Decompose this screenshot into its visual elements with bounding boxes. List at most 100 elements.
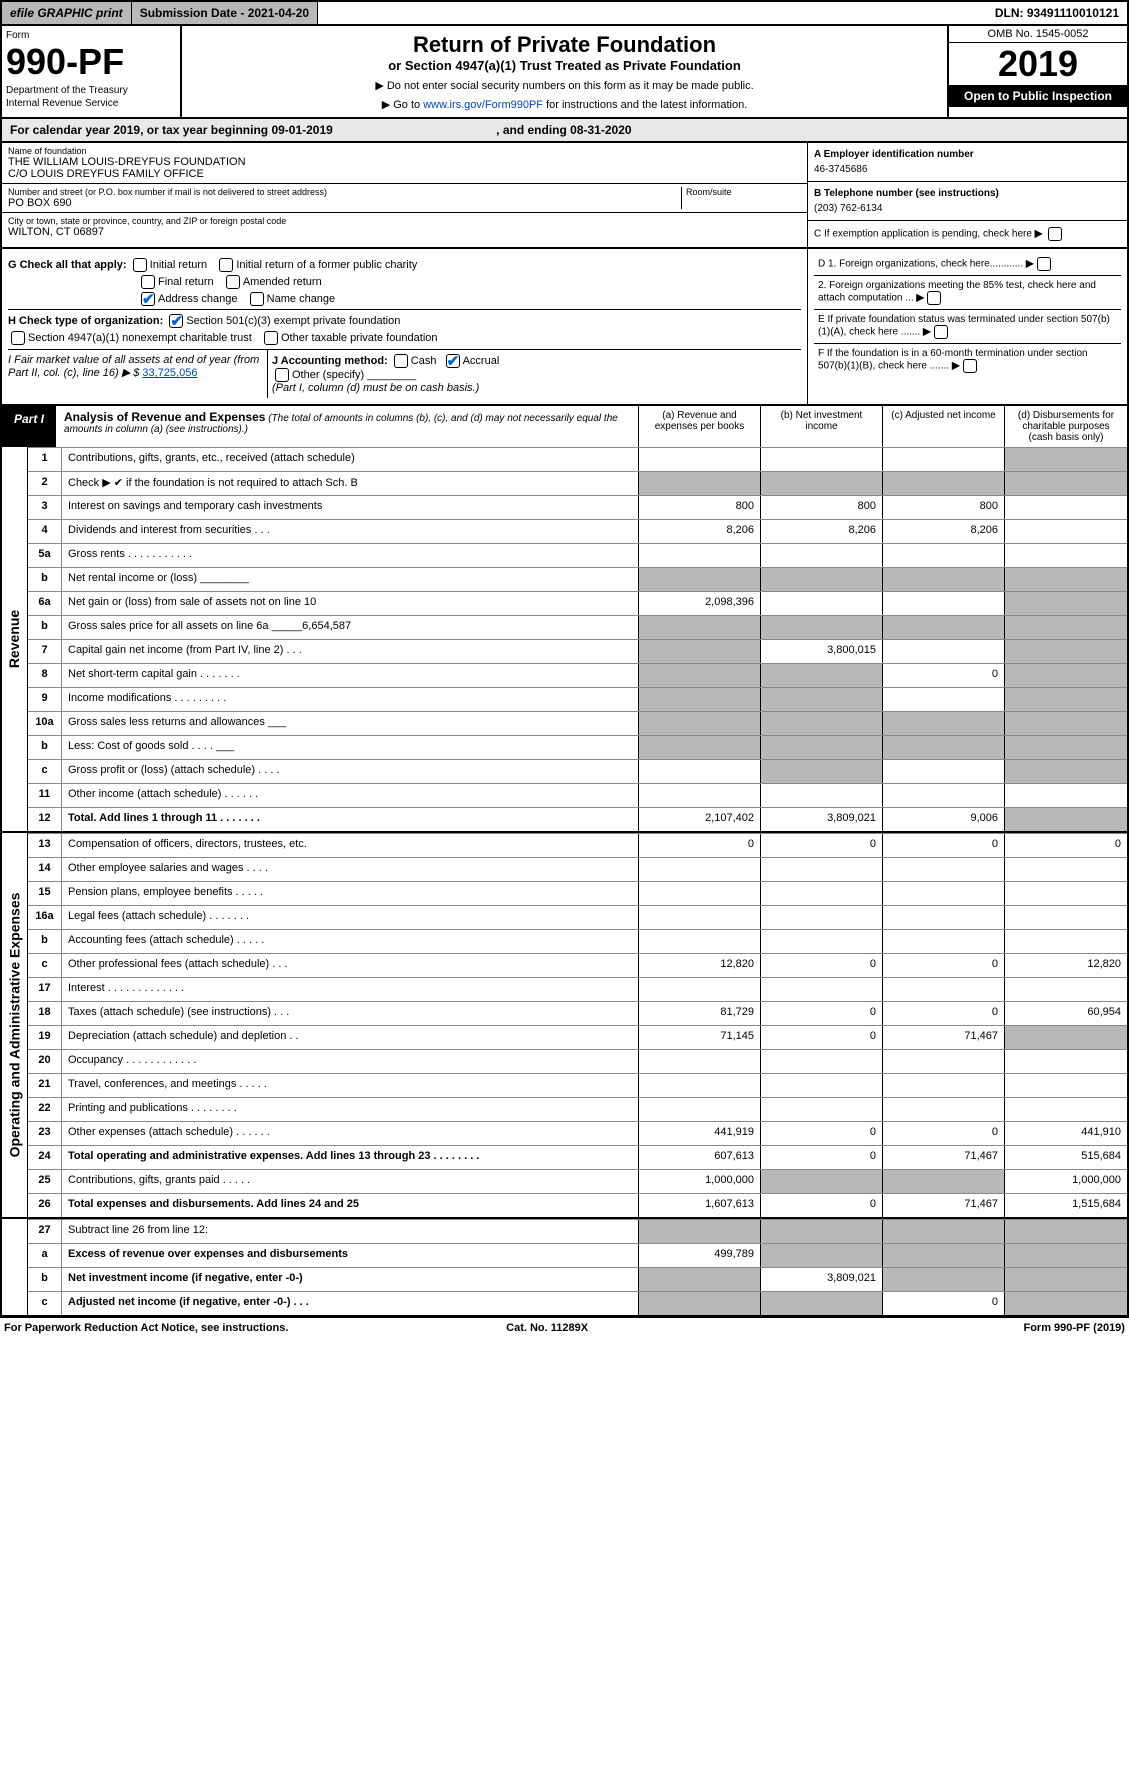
- d2-checkbox[interactable]: [927, 291, 941, 305]
- line-b-col-d: [1005, 568, 1127, 591]
- line-13-col-b: 0: [761, 834, 883, 857]
- line-15-col-a: [639, 882, 761, 905]
- line-b-col-d: [1005, 736, 1127, 759]
- line-b: b Accounting fees (attach schedule) . . …: [28, 929, 1127, 953]
- line-b-col-c: [883, 616, 1005, 639]
- initial-return-checkbox[interactable]: [133, 258, 147, 272]
- line-b-col-b: [761, 568, 883, 591]
- line-a: a Excess of revenue over expenses and di…: [28, 1243, 1127, 1267]
- line-22-col-b: [761, 1098, 883, 1121]
- open-to-public: Open to Public Inspection: [949, 85, 1127, 107]
- 501c3-checkbox[interactable]: [169, 314, 183, 328]
- street-address: PO BOX 690: [8, 197, 681, 209]
- line-3-col-d: [1005, 496, 1127, 519]
- fmv-value[interactable]: 33,725,056: [142, 367, 197, 379]
- line-19-col-b: 0: [761, 1026, 883, 1049]
- ein-label: A Employer identification number: [814, 149, 974, 160]
- part1-tag: Part I: [2, 406, 56, 447]
- other-taxable-checkbox[interactable]: [264, 331, 278, 345]
- line-9-col-c: [883, 688, 1005, 711]
- line-21-col-b: [761, 1074, 883, 1097]
- line-8-col-c: 0: [883, 664, 1005, 687]
- line-22: 22 Printing and publications . . . . . .…: [28, 1097, 1127, 1121]
- line-c-col-a: [639, 760, 761, 783]
- line-9-col-b: [761, 688, 883, 711]
- line-12-col-c: 9,006: [883, 808, 1005, 831]
- line-24-col-a: 607,613: [639, 1146, 761, 1169]
- line-10a: 10a Gross sales less returns and allowan…: [28, 711, 1127, 735]
- line-14-col-a: [639, 858, 761, 881]
- name-change-checkbox[interactable]: [250, 292, 264, 306]
- paperwork-notice: For Paperwork Reduction Act Notice, see …: [4, 1322, 288, 1334]
- line-26-col-b: 0: [761, 1194, 883, 1217]
- line-b: b Gross sales price for all assets on li…: [28, 615, 1127, 639]
- line-14-col-b: [761, 858, 883, 881]
- line-6a-col-d: [1005, 592, 1127, 615]
- line-15: 15 Pension plans, employee benefits . . …: [28, 881, 1127, 905]
- line-6a-col-b: [761, 592, 883, 615]
- line-c-col-d: [1005, 760, 1127, 783]
- line-b-col-c: [883, 568, 1005, 591]
- line-27-col-d: [1005, 1220, 1127, 1243]
- line-10a-col-b: [761, 712, 883, 735]
- line-1-col-c: [883, 448, 1005, 471]
- line-15-col-b: [761, 882, 883, 905]
- line-23-col-d: 441,910: [1005, 1122, 1127, 1145]
- line-20-col-c: [883, 1050, 1005, 1073]
- line-19-col-a: 71,145: [639, 1026, 761, 1049]
- form-subtitle: or Section 4947(a)(1) Trust Treated as P…: [188, 58, 941, 73]
- line-25-col-d: 1,000,000: [1005, 1170, 1127, 1193]
- accrual-checkbox[interactable]: [446, 354, 460, 368]
- line-4-col-b: 8,206: [761, 520, 883, 543]
- line-25: 25 Contributions, gifts, grants paid . .…: [28, 1169, 1127, 1193]
- line-4-col-a: 8,206: [639, 520, 761, 543]
- city-state-zip: WILTON, CT 06897: [8, 226, 801, 238]
- part1-title: Analysis of Revenue and Expenses: [64, 410, 265, 424]
- line-c-col-a: [639, 1292, 761, 1315]
- f-checkbox[interactable]: [963, 359, 977, 373]
- dln: DLN: 93491110010121: [987, 2, 1127, 24]
- line-12-col-b: 3,809,021: [761, 808, 883, 831]
- line-b-col-d: [1005, 1268, 1127, 1291]
- line-11-col-c: [883, 784, 1005, 807]
- line-6a-col-a: 2,098,396: [639, 592, 761, 615]
- line-a-col-b: [761, 1244, 883, 1267]
- line-7-col-a: [639, 640, 761, 663]
- line-6a-col-c: [883, 592, 1005, 615]
- line-7-col-c: [883, 640, 1005, 663]
- line-b-col-b: [761, 736, 883, 759]
- identification-block: Name of foundation THE WILLIAM LOUIS-DRE…: [0, 143, 1129, 249]
- exemption-checkbox[interactable]: [1048, 227, 1062, 241]
- line-c-col-a: 12,820: [639, 954, 761, 977]
- note-link: ▶ Go to www.irs.gov/Form990PF for instru…: [188, 98, 941, 111]
- other-method-checkbox[interactable]: [275, 368, 289, 382]
- revenue-side-label: Revenue: [2, 447, 28, 831]
- amended-return-checkbox[interactable]: [226, 275, 240, 289]
- line-23-col-b: 0: [761, 1122, 883, 1145]
- line-7-col-b: 3,800,015: [761, 640, 883, 663]
- line-11-col-a: [639, 784, 761, 807]
- d1-checkbox[interactable]: [1037, 257, 1051, 271]
- line-26-col-d: 1,515,684: [1005, 1194, 1127, 1217]
- line-1: 1 Contributions, gifts, grants, etc., re…: [28, 447, 1127, 471]
- line-b-col-a: [639, 736, 761, 759]
- line-26-col-c: 71,467: [883, 1194, 1005, 1217]
- address-change-checkbox[interactable]: [141, 292, 155, 306]
- line-1-col-d: [1005, 448, 1127, 471]
- foundation-care-of: C/O LOUIS DREYFUS FAMILY OFFICE: [8, 168, 801, 180]
- line-c: c Other professional fees (attach schedu…: [28, 953, 1127, 977]
- line-19-col-c: 71,467: [883, 1026, 1005, 1049]
- form-title: Return of Private Foundation: [188, 32, 941, 58]
- cash-checkbox[interactable]: [394, 354, 408, 368]
- e-checkbox[interactable]: [934, 325, 948, 339]
- line-17: 17 Interest . . . . . . . . . . . . .: [28, 977, 1127, 1001]
- 4947a1-checkbox[interactable]: [11, 331, 25, 345]
- h-label: H Check type of organization:: [8, 315, 163, 327]
- initial-former-checkbox[interactable]: [219, 258, 233, 272]
- final-return-checkbox[interactable]: [141, 275, 155, 289]
- line-24-col-b: 0: [761, 1146, 883, 1169]
- cat-no: Cat. No. 11289X: [506, 1322, 588, 1334]
- irs-link[interactable]: www.irs.gov/Form990PF: [423, 99, 543, 111]
- line-8-col-b: [761, 664, 883, 687]
- line-3-col-a: 800: [639, 496, 761, 519]
